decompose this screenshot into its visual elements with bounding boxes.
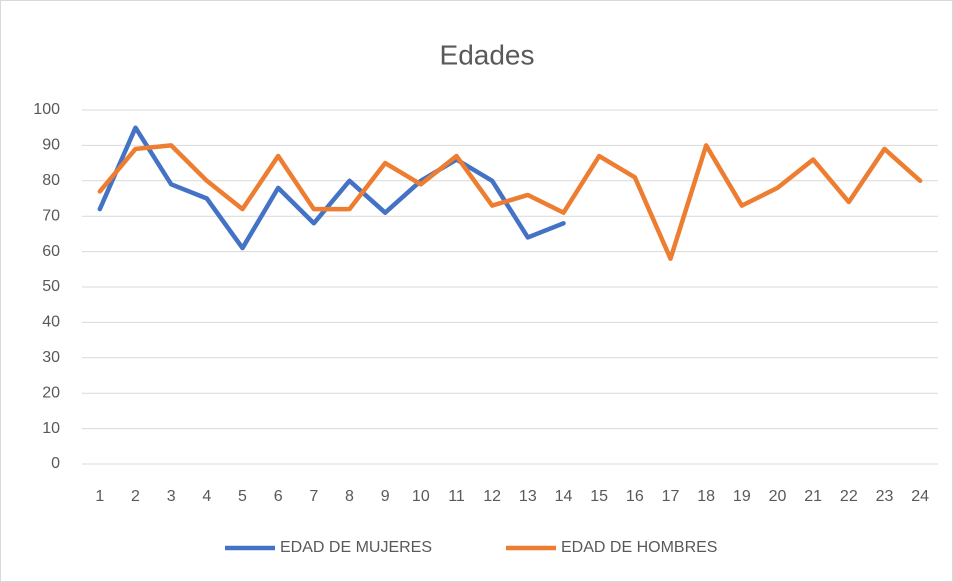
series-line [97, 125, 566, 251]
y-tick-label: 90 [42, 137, 60, 154]
y-tick-label: 80 [42, 172, 60, 189]
chart-title: Edades [440, 39, 535, 70]
x-tick-label: 15 [590, 488, 608, 505]
y-tick-label: 40 [42, 314, 60, 331]
series-line [97, 143, 923, 261]
legend-label: EDAD DE MUJERES [280, 539, 432, 556]
x-tick-label: 1 [95, 488, 104, 505]
x-tick-label: 18 [697, 488, 715, 505]
legend-label: EDAD DE HOMBRES [561, 539, 717, 556]
y-tick-label: 10 [42, 420, 60, 437]
x-tick-label: 2 [131, 488, 140, 505]
y-tick-label: 70 [42, 207, 60, 224]
x-tick-label: 19 [733, 488, 751, 505]
x-tick-label: 24 [911, 488, 929, 505]
y-tick-label: 50 [42, 278, 60, 295]
y-tick-label: 100 [33, 101, 60, 118]
x-tick-label: 9 [381, 488, 390, 505]
y-tick-label: 20 [42, 384, 60, 401]
x-tick-label: 3 [167, 488, 176, 505]
x-tick-label: 23 [876, 488, 894, 505]
y-tick-label: 60 [42, 243, 60, 260]
x-tick-label: 6 [274, 488, 283, 505]
x-tick-label: 16 [626, 488, 644, 505]
x-tick-label: 22 [840, 488, 858, 505]
y-tick-label: 0 [51, 455, 60, 472]
y-tick-label: 30 [42, 349, 60, 366]
x-tick-label: 10 [412, 488, 430, 505]
x-tick-label: 17 [662, 488, 680, 505]
x-tick-label: 5 [238, 488, 247, 505]
x-tick-label: 14 [555, 488, 573, 505]
x-tick-label: 11 [448, 488, 465, 505]
x-tick-label: 8 [345, 488, 354, 505]
x-tick-label: 21 [804, 488, 822, 505]
x-tick-label: 13 [519, 488, 537, 505]
x-tick-label: 4 [202, 488, 211, 505]
x-tick-label: 12 [483, 488, 501, 505]
x-tick-label: 7 [309, 488, 318, 505]
x-tick-label: 20 [769, 488, 787, 505]
